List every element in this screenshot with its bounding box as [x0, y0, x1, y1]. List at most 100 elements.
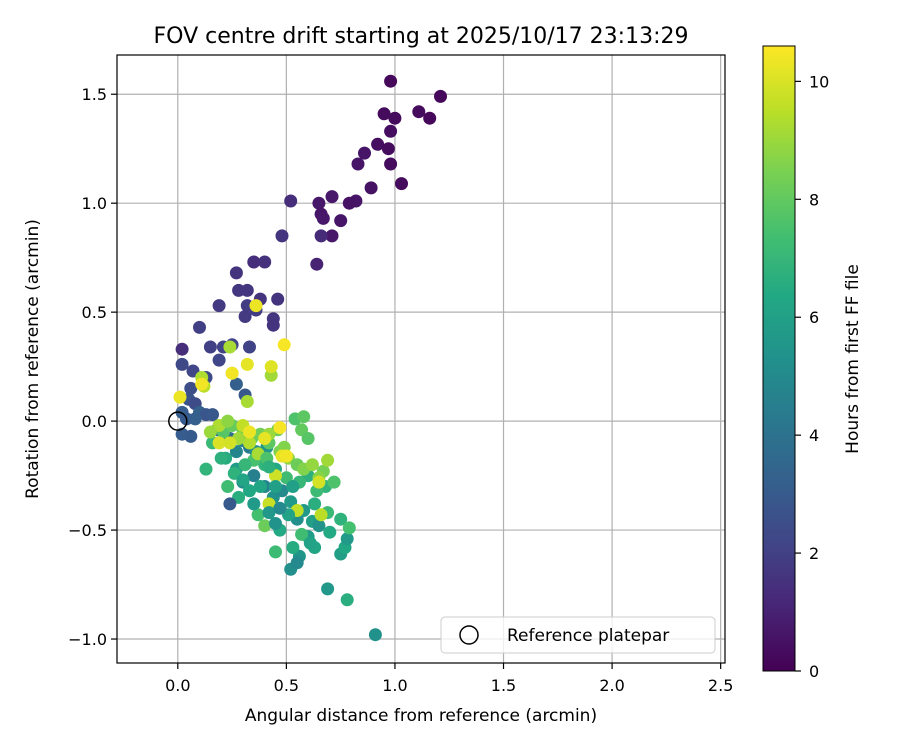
colorbar-tick-label: 6	[809, 308, 819, 327]
data-point	[184, 381, 198, 395]
data-point	[238, 310, 252, 323]
data-point	[253, 480, 267, 493]
data-point	[284, 194, 298, 208]
x-axis-ticks: 0.0 0.5 1.0 1.5 2.0 2.5	[165, 663, 733, 695]
data-point	[258, 519, 272, 533]
data-point	[423, 111, 437, 125]
data-point	[223, 340, 237, 354]
data-point	[247, 497, 261, 511]
data-point	[175, 357, 189, 371]
x-tick-label: 2.5	[708, 676, 733, 695]
data-point	[269, 480, 282, 493]
data-point	[188, 412, 202, 426]
data-point	[321, 453, 335, 467]
data-point	[340, 593, 354, 607]
data-point	[247, 255, 261, 269]
data-point	[206, 408, 219, 422]
data-point	[229, 377, 243, 391]
data-point	[258, 432, 272, 445]
data-point	[212, 353, 226, 367]
data-point	[212, 299, 226, 313]
data-point	[262, 506, 276, 520]
data-point	[325, 229, 339, 243]
data-point	[221, 480, 235, 493]
data-point	[381, 142, 395, 156]
data-point	[303, 536, 317, 550]
colorbar-tick-label: 8	[809, 190, 819, 209]
y-tick-label: 0.5	[82, 303, 107, 322]
data-point	[384, 124, 398, 138]
data-point	[175, 342, 189, 356]
colorbar-tick-label: 2	[809, 544, 819, 563]
grid	[117, 55, 725, 663]
data-point	[351, 157, 365, 171]
y-tick-label: −0.5	[68, 521, 107, 540]
data-point	[325, 190, 339, 204]
y-axis-label: Rotation from reference (arcmin)	[23, 219, 43, 499]
data-point	[301, 432, 315, 445]
plot-frame	[116, 54, 726, 664]
data-point	[297, 410, 311, 424]
data-point	[251, 508, 265, 522]
data-point	[384, 157, 398, 171]
colorbar	[762, 45, 796, 672]
data-point	[203, 425, 217, 439]
data-point	[371, 137, 385, 151]
data-point	[334, 512, 348, 526]
data-point	[271, 292, 285, 306]
y-axis-ticks: −1.0 −0.5 0.0 0.5 1.0 1.5	[68, 85, 117, 649]
data-point	[236, 473, 250, 487]
legend: Reference platepar	[440, 616, 716, 654]
legend-box	[440, 616, 716, 654]
data-point	[269, 545, 282, 559]
colorbar-ticks: 0 2 4 6 8 10	[795, 72, 829, 681]
data-point	[273, 501, 287, 515]
data-point	[312, 519, 326, 533]
data-point	[368, 628, 382, 642]
x-tick-label: 0.5	[274, 676, 299, 695]
legend-label: Reference platepar	[507, 626, 669, 646]
data-point	[243, 340, 256, 354]
data-point	[308, 497, 322, 511]
data-point	[199, 462, 213, 476]
data-point	[279, 449, 293, 463]
data-point	[264, 360, 278, 374]
data-point	[395, 177, 408, 191]
data-point	[327, 475, 341, 489]
data-point	[305, 458, 319, 472]
data-point	[269, 517, 282, 530]
y-tick-label: −1.0	[68, 630, 107, 649]
data-point	[247, 469, 261, 483]
data-point	[434, 89, 447, 103]
data-point	[240, 395, 254, 408]
data-point	[214, 451, 228, 465]
data-point	[221, 414, 235, 428]
data-point	[295, 527, 309, 541]
data-point	[273, 421, 287, 435]
data-point	[286, 541, 300, 554]
data-point	[223, 436, 237, 450]
data-point	[193, 320, 206, 334]
data-point	[312, 196, 326, 210]
data-point	[334, 214, 348, 228]
y-tick-label: 0.0	[82, 412, 107, 431]
data-point	[340, 532, 354, 546]
data-point	[240, 283, 254, 297]
data-point	[286, 480, 300, 493]
data-point	[238, 458, 252, 472]
data-point	[258, 255, 272, 269]
data-point	[290, 556, 304, 570]
data-point	[323, 525, 337, 539]
data-point	[266, 318, 280, 332]
data-point	[275, 229, 289, 243]
legend-marker	[459, 625, 479, 645]
data-point	[321, 582, 335, 596]
data-point	[223, 497, 237, 511]
data-point	[277, 338, 291, 352]
data-point	[342, 196, 356, 210]
data-point	[173, 390, 187, 404]
data-point	[384, 74, 398, 88]
data-point	[243, 425, 256, 439]
y-tick-label: 1.5	[82, 85, 107, 104]
data-point	[203, 340, 217, 354]
